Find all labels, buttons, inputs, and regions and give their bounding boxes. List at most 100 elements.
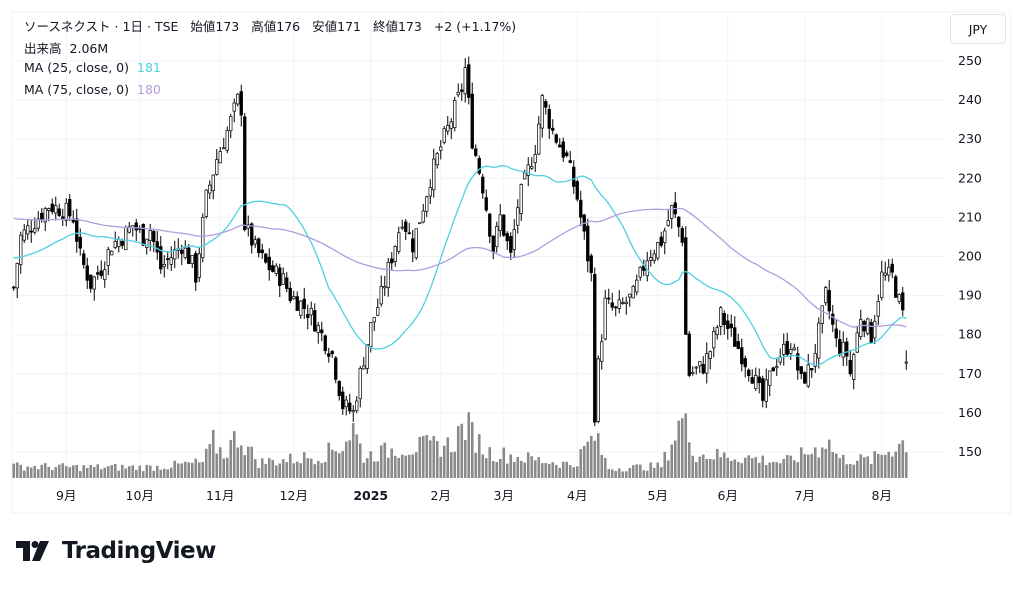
currency-button[interactable]: JPY	[950, 14, 1006, 44]
candle-body	[260, 249, 264, 254]
time-tick-label: 2月	[431, 488, 451, 503]
volume-bar	[841, 454, 845, 478]
volume-bar	[194, 458, 198, 478]
candle-body	[897, 294, 901, 303]
volume-bar	[57, 464, 61, 478]
candle-body	[684, 237, 688, 335]
candle-body	[593, 274, 597, 423]
candle-body	[306, 314, 310, 319]
volume-bar	[694, 461, 698, 478]
ma75-legend[interactable]: MA (75, close, 0) 180	[24, 82, 169, 97]
volume-bar	[138, 465, 142, 478]
candle-body	[607, 297, 611, 300]
candle-body	[803, 372, 807, 384]
candle-body	[726, 320, 730, 329]
volume-bar	[92, 466, 96, 478]
volume-bar	[141, 471, 145, 478]
candle-body	[330, 350, 334, 355]
candle-body	[117, 239, 121, 248]
volume-bar	[544, 463, 548, 478]
volume-bar	[96, 464, 100, 478]
volume-label: 出来高	[24, 41, 62, 56]
candle-body	[180, 249, 184, 254]
volume-bar	[712, 459, 716, 478]
volume-bar	[859, 454, 863, 478]
candle-body	[85, 265, 89, 281]
time-axis[interactable]: 9月 10月 11月 12月 2025 2月 3月 4月 5月 6月 7月 8月	[56, 488, 892, 503]
candle-body	[771, 367, 775, 372]
volume-bar	[26, 466, 30, 478]
volume-bar	[757, 462, 761, 478]
candle-body	[722, 313, 726, 325]
candle-body	[617, 299, 621, 309]
candle-body	[890, 263, 894, 273]
volume-bar	[754, 457, 758, 478]
candle-body	[565, 152, 569, 157]
volume-bar	[845, 464, 849, 478]
candle-body	[250, 223, 254, 246]
volume-bar	[771, 461, 775, 478]
candle-body	[407, 232, 411, 235]
candle-body	[659, 236, 663, 246]
volume-bar	[764, 465, 768, 478]
candle-body	[285, 277, 289, 289]
volume-bar	[509, 454, 513, 478]
change-value: +2 (+1.17%)	[433, 19, 517, 34]
price-axis[interactable]: 150 160 170 180 190 200 210 220 230 240 250	[958, 53, 982, 459]
candle-body	[551, 127, 555, 131]
candle-body	[852, 354, 856, 380]
candle-body	[351, 410, 355, 413]
candle-body	[628, 293, 632, 298]
candle-body	[750, 377, 754, 384]
volume-bar	[810, 453, 814, 478]
candle-body	[215, 159, 219, 175]
candle-body	[211, 174, 215, 192]
volume-bar	[264, 464, 268, 478]
volume-bar	[565, 461, 569, 478]
volume-bar	[876, 453, 880, 478]
candle-body	[845, 341, 849, 357]
volume-bar	[15, 462, 19, 478]
volume-bar	[460, 423, 464, 478]
volume-bar	[365, 458, 369, 478]
candle-body	[880, 271, 884, 298]
volume-bar	[505, 463, 509, 478]
volume-bar	[589, 435, 593, 478]
volume-bar	[299, 463, 303, 478]
ma25-line	[13, 164, 907, 366]
candle-body	[173, 249, 177, 260]
volume-bar	[855, 460, 859, 478]
candle-body	[169, 257, 173, 265]
ma75-label: MA (75, close, 0)	[24, 82, 130, 97]
time-tick-label: 2025	[353, 488, 388, 503]
candle-body	[278, 267, 282, 286]
candle-body	[222, 147, 226, 150]
price-tick-label: 190	[958, 288, 982, 303]
candle-body	[831, 313, 835, 325]
volume-bar	[568, 465, 572, 478]
candle-body	[435, 153, 439, 166]
candle-body	[817, 322, 821, 359]
volume-bar	[281, 459, 285, 478]
volume-bar	[285, 462, 289, 478]
candle-body	[292, 296, 296, 300]
volume-bar	[701, 454, 705, 478]
time-tick-label: 6月	[718, 488, 738, 503]
candle-body	[533, 154, 537, 163]
price-tick-label: 240	[958, 92, 982, 107]
volume-bar	[775, 462, 779, 478]
high-label: 高値	[251, 19, 277, 34]
candle-body	[656, 242, 660, 259]
candle-body	[43, 208, 47, 223]
candle-body	[544, 101, 548, 108]
candle-body	[225, 130, 229, 151]
volume-bar	[190, 462, 194, 478]
candle-body	[719, 307, 723, 327]
volume-bar	[488, 447, 492, 478]
candle-body	[470, 93, 474, 149]
volume-bar	[516, 456, 520, 478]
ma25-legend[interactable]: MA (25, close, 0) 181	[24, 60, 169, 75]
candle-body	[334, 357, 338, 380]
tradingview-logo[interactable]: TradingView	[16, 538, 216, 564]
